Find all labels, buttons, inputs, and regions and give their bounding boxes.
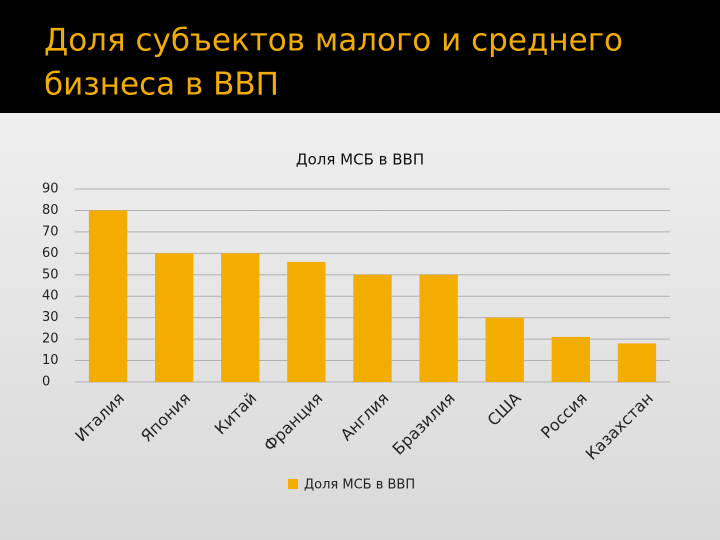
bar (551, 336, 591, 382)
bar (353, 274, 392, 382)
y-tick-label: 30 (42, 310, 59, 325)
y-tick-label: 0 (42, 375, 50, 390)
bar (221, 253, 260, 382)
y-tick-label: 80 (42, 203, 59, 218)
y-tick-label: 20 (42, 332, 59, 347)
header-band (0, 0, 720, 113)
bar (287, 261, 326, 382)
chart-title: Доля МСБ в ВВП (296, 151, 424, 169)
y-tick-label: 40 (42, 289, 59, 304)
slide-title-line: бизнеса в ВВП (44, 67, 279, 103)
bar (88, 210, 128, 382)
y-tick-label: 50 (42, 267, 59, 282)
bar (617, 343, 657, 382)
y-tick-label: 10 (42, 353, 59, 368)
bar (154, 253, 194, 382)
legend-label: Доля МСБ в ВВП (304, 478, 415, 493)
y-tick-label: 70 (42, 224, 59, 239)
bar (419, 274, 458, 382)
slide-title-line: Доля субъектов малого и среднего (44, 23, 623, 59)
y-tick-label: 60 (42, 246, 59, 261)
bar (485, 317, 524, 382)
y-tick-label: 90 (42, 182, 59, 197)
legend-swatch (288, 479, 298, 489)
